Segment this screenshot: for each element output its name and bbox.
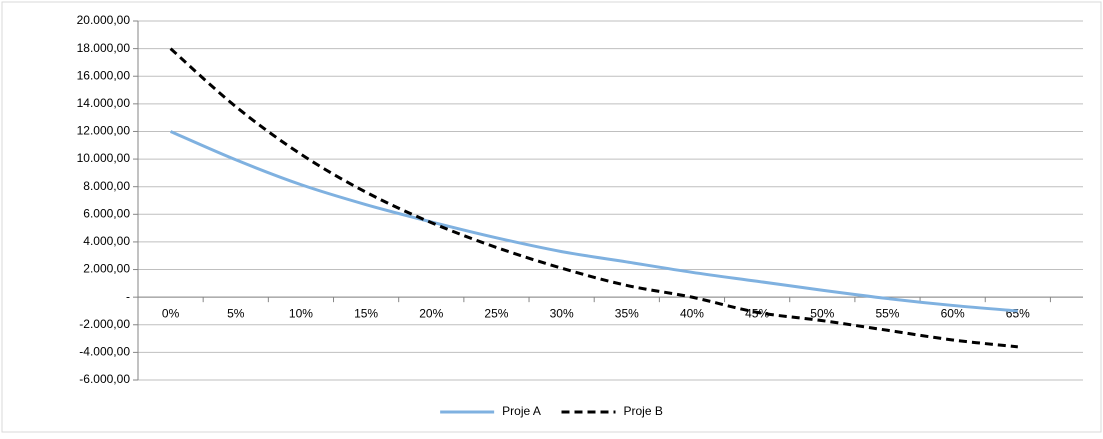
x-tick-label: 10% [289,306,313,320]
x-axis-ticks: 0% 5% 10% 15% 20% 25% 30% 35% 40% 45% 50% 55% 60% 65% [162,306,1030,320]
y-tick-label: 2.000,00 [83,262,130,276]
x-tick-label: 65% [1006,306,1030,320]
y-tick-label: 20.000,00 [77,13,131,27]
y-tick-label: -4.000,00 [79,345,130,359]
y-tick-label: 8.000,00 [83,179,130,193]
x-tick-label: 35% [615,306,639,320]
x-tick-label: 15% [354,306,378,320]
y-tick-label: 14.000,00 [77,96,131,110]
x-tick-label: 50% [810,306,834,320]
y-tick-label: 18.000,00 [77,41,131,55]
x-tick-label: 5% [227,306,245,320]
y-tick-label: -2.000,00 [79,317,130,331]
y-tick-label: 4.000,00 [83,234,130,248]
y-tick-label: 6.000,00 [83,206,130,220]
series-line-proje-a [169,130,1018,313]
x-tick-label: 0% [162,306,180,320]
x-tick-label: 20% [419,306,443,320]
y-tick-label: 16.000,00 [77,68,131,82]
y-tick-label: -6.000,00 [79,372,130,386]
legend-label: Proje B [624,404,663,418]
legend-label: Proje A [502,404,541,418]
x-tick-label: 55% [875,306,899,320]
legend: Proje A Proje B [440,404,663,418]
y-axis-ticks: 20.000,00 18.000,00 16.000,00 14.000,00 12.0… [77,13,131,386]
y-tick-label: 12.000,00 [77,124,131,138]
series-lines [169,47,1018,349]
y-tick-label: 10.000,00 [77,151,131,165]
axes [133,20,1083,381]
x-tick-label: 40% [680,306,704,320]
x-tick-label: 25% [484,306,508,320]
x-tick-label: 60% [941,306,965,320]
y-tick-label: - [126,289,130,303]
series-line-proje-b [169,47,1018,349]
x-tick-label: 30% [550,306,574,320]
